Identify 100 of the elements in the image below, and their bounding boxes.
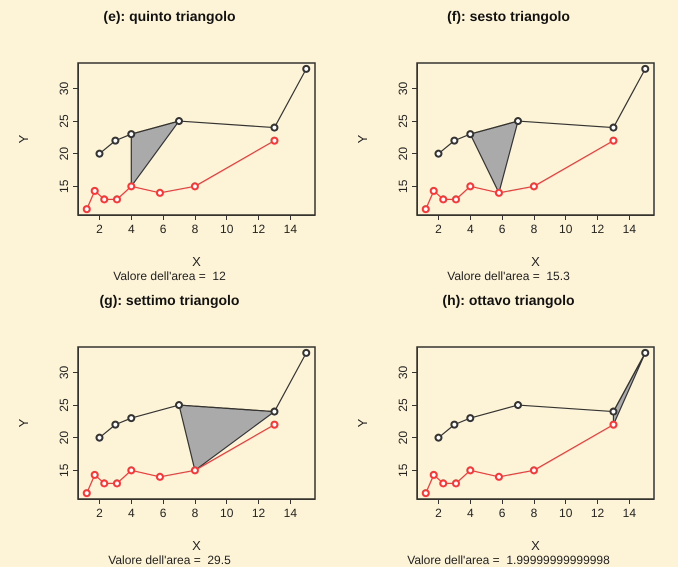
- point: [156, 188, 164, 197]
- point: [430, 470, 438, 478]
- x-tick-label: 10: [220, 222, 234, 236]
- y-tick-label: 25: [396, 398, 410, 412]
- point: [111, 420, 120, 428]
- point: [530, 182, 538, 190]
- point: [127, 130, 136, 138]
- point: [494, 472, 503, 480]
- y-tick-label: 15: [396, 462, 410, 476]
- x-tick-label: 4: [466, 506, 474, 520]
- x-tick-label: 4: [128, 506, 135, 520]
- text: Valore dell'area = 1.99999999999998: [407, 552, 610, 566]
- point: [270, 407, 278, 416]
- point: [450, 420, 458, 428]
- x-tick-label: 6: [160, 506, 167, 520]
- x-tick-label: 8: [192, 222, 199, 236]
- x-tick-label: 12: [252, 506, 266, 520]
- point: [175, 117, 184, 126]
- point: [95, 433, 104, 442]
- point: [270, 136, 278, 145]
- point: [514, 400, 522, 409]
- point: [82, 205, 91, 214]
- point: [450, 136, 458, 145]
- point: [190, 466, 199, 474]
- x-axis-title: X: [531, 254, 540, 269]
- x-tick-label: 10: [559, 506, 573, 520]
- point: [466, 466, 474, 474]
- point: [127, 466, 136, 474]
- y-tick-label: 15: [396, 179, 410, 193]
- point: [90, 186, 99, 195]
- point: [452, 195, 460, 204]
- point: [302, 64, 310, 73]
- x-tick-label: 8: [530, 506, 538, 520]
- point: [609, 407, 618, 416]
- y-tick-label: 20: [57, 146, 71, 160]
- point: [609, 420, 618, 428]
- point: [127, 414, 136, 422]
- y-tick-label: 25: [57, 114, 71, 128]
- point: [439, 478, 448, 487]
- x-axis-title: X: [192, 254, 202, 269]
- point: [100, 195, 108, 204]
- y-tick-label: 20: [396, 146, 410, 160]
- x-tick-label: 2: [435, 506, 442, 520]
- x-tick-label: 4: [128, 222, 135, 236]
- y-axis-title: Y: [355, 134, 370, 144]
- chart-title: (g): settimo triangolo: [100, 292, 240, 308]
- x-axis-title: X: [192, 538, 202, 552]
- y-tick-label: 20: [57, 430, 71, 444]
- text: Valore dell'area = 29.5: [108, 552, 232, 566]
- point: [434, 433, 442, 442]
- point: [95, 150, 104, 158]
- x-tick-label: 14: [284, 222, 298, 236]
- y-tick-label: 30: [396, 364, 410, 379]
- x-tick-label: 12: [590, 506, 605, 520]
- x-tick-label: 14: [284, 506, 298, 520]
- point: [609, 136, 618, 145]
- point: [466, 414, 474, 422]
- point: [302, 348, 310, 356]
- x-tick-label: 2: [435, 222, 442, 236]
- x-tick-label: 12: [252, 222, 266, 236]
- text: Valore dell'area = 15.3: [447, 269, 570, 283]
- point: [530, 466, 538, 474]
- point: [514, 117, 522, 126]
- point: [422, 205, 430, 214]
- point: [430, 186, 438, 195]
- point: [112, 195, 121, 204]
- x-tick-label: 10: [220, 506, 234, 520]
- x-tick-label: 14: [622, 222, 636, 236]
- y-tick-label: 30: [396, 81, 410, 96]
- point: [494, 188, 503, 197]
- x-tick-label: 8: [530, 222, 538, 236]
- point: [466, 130, 474, 138]
- point: [270, 124, 278, 132]
- x-tick-label: 6: [160, 222, 167, 236]
- point: [127, 182, 136, 190]
- point: [466, 182, 474, 190]
- point: [82, 488, 91, 497]
- y-tick-label: 15: [57, 179, 71, 193]
- chart-title: (e): quinto triangolo: [103, 8, 236, 24]
- text: Valore dell'area = 12: [113, 269, 226, 283]
- point: [90, 470, 99, 478]
- point: [641, 348, 650, 356]
- point: [452, 478, 460, 487]
- x-tick-label: 2: [96, 222, 104, 236]
- point: [434, 150, 442, 158]
- point: [112, 478, 121, 487]
- x-tick-label: 4: [466, 222, 474, 236]
- point: [175, 400, 184, 409]
- point: [100, 478, 108, 487]
- x-tick-label: 8: [192, 506, 199, 520]
- y-tick-label: 30: [57, 364, 71, 379]
- point: [422, 488, 430, 497]
- y-axis-title: Y: [16, 134, 31, 144]
- point: [156, 472, 164, 480]
- x-tick-label: 14: [622, 506, 636, 520]
- x-tick-label: 10: [559, 222, 573, 236]
- point: [609, 124, 618, 132]
- y-tick-label: 25: [396, 114, 410, 128]
- chart-title: (h): ottavo triangolo: [442, 292, 575, 308]
- y-tick-label: 15: [57, 462, 71, 476]
